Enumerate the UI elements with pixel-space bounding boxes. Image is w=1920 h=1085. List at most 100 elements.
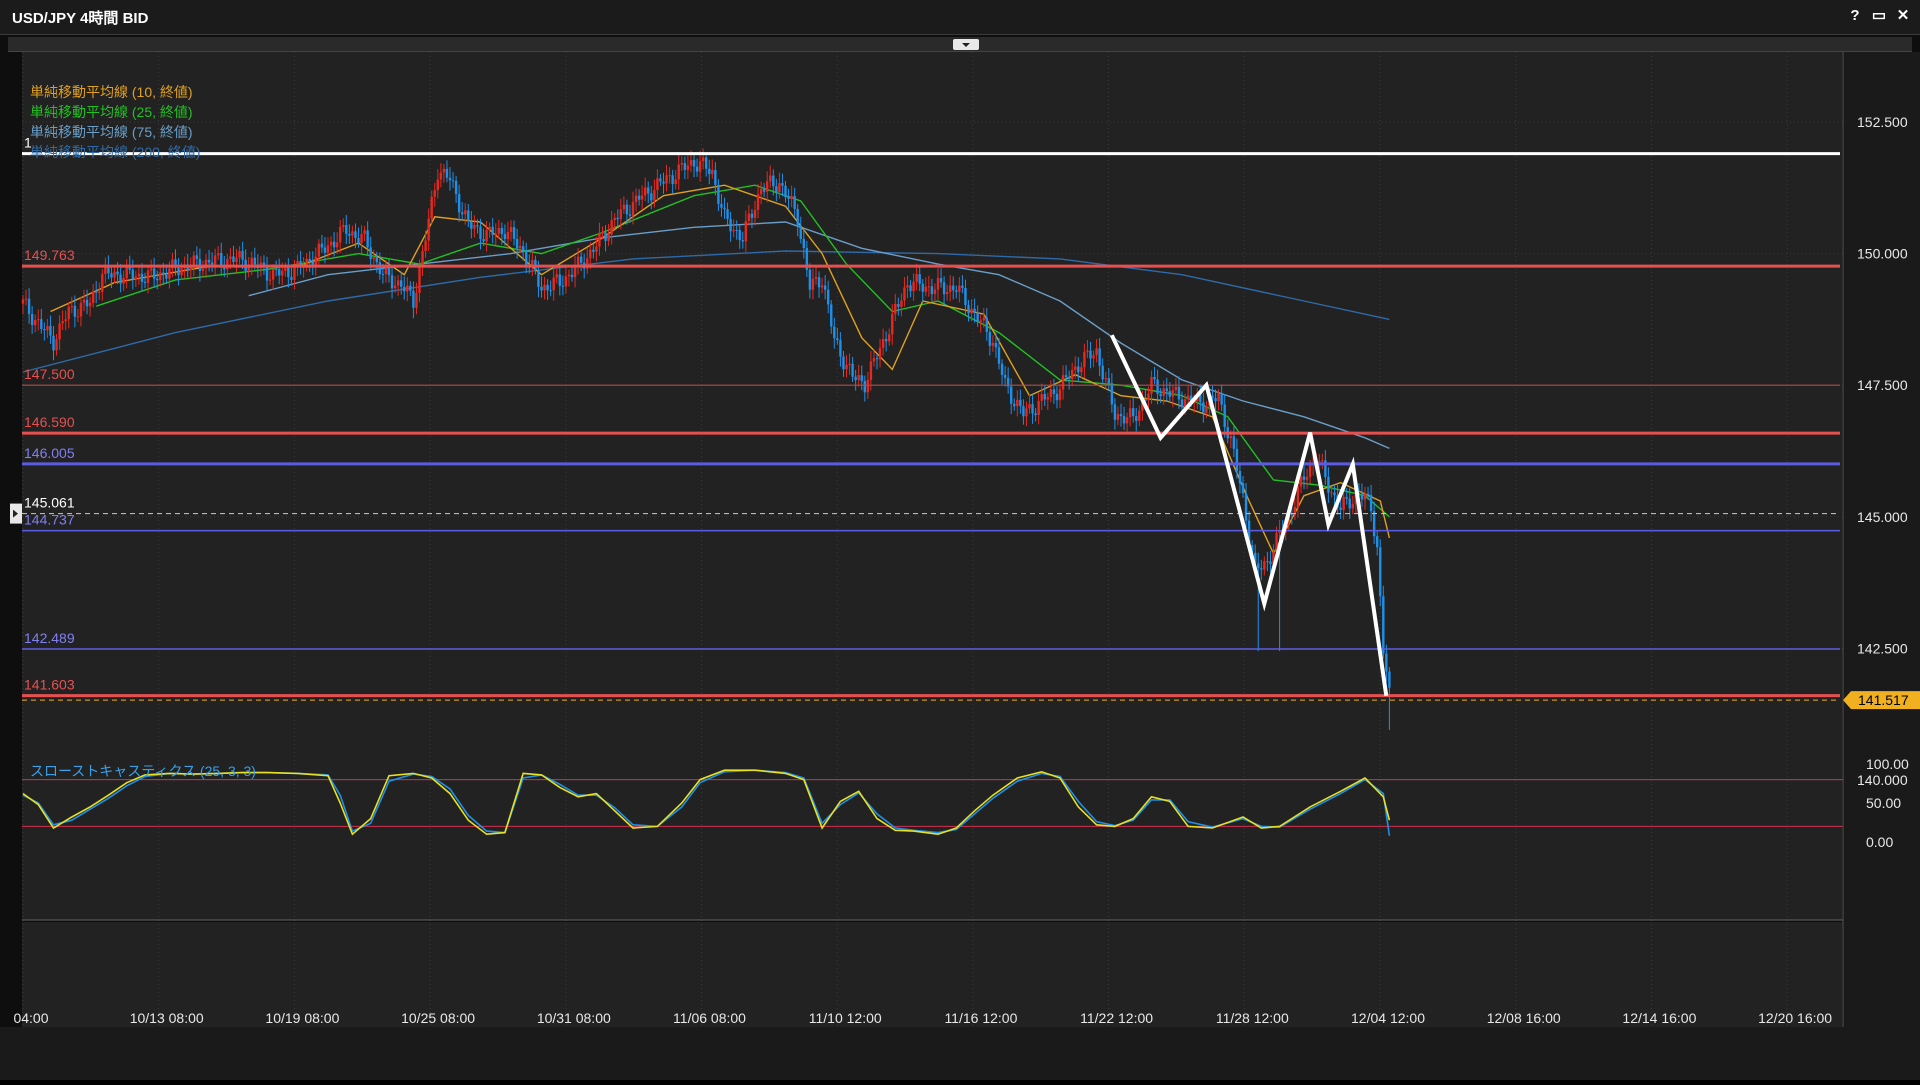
current-price-arrow-icon xyxy=(13,509,18,518)
candle-body xyxy=(384,266,388,275)
candle-body xyxy=(159,272,162,281)
candle-body xyxy=(381,273,385,275)
candle-body xyxy=(1385,653,1388,672)
candle-body xyxy=(1019,399,1022,407)
candle-body xyxy=(226,259,229,270)
candle-body xyxy=(421,251,424,267)
x-tick-label: 04:00 xyxy=(13,1010,48,1026)
candle-body xyxy=(1363,493,1367,500)
hline-label: 141.603 xyxy=(24,677,75,693)
candle-body xyxy=(515,238,519,249)
candle-body xyxy=(293,267,296,280)
candle-body xyxy=(1034,413,1037,415)
candle-body xyxy=(640,195,644,200)
candle-body xyxy=(271,268,275,280)
candle-body xyxy=(1327,477,1330,493)
x-tick-label: 11/10 12:00 xyxy=(809,1010,882,1026)
candle-body xyxy=(982,317,985,321)
candle-body xyxy=(1275,532,1278,552)
candle-body xyxy=(354,231,357,239)
x-tick-label: 10/25 08:00 xyxy=(401,1010,475,1026)
candle-body xyxy=(991,342,995,346)
candle-body xyxy=(814,277,818,279)
candle-body xyxy=(750,213,754,218)
candle-body xyxy=(43,329,46,331)
candle-body xyxy=(1074,366,1077,370)
candle-body xyxy=(85,299,89,307)
candle-body xyxy=(1321,460,1324,462)
x-tick-label: 10/13 08:00 xyxy=(130,1010,204,1026)
candle-body xyxy=(567,274,571,277)
legend-entry: 単純移動平均線 (25, 終値) xyxy=(30,104,193,120)
candle-body xyxy=(860,375,863,381)
candle-body xyxy=(555,274,558,278)
candle-body xyxy=(698,161,702,172)
candle-body xyxy=(823,285,827,290)
candle-body xyxy=(1263,561,1266,570)
candle-body xyxy=(775,186,778,193)
candle-body xyxy=(1199,394,1202,403)
candle-body xyxy=(915,274,918,282)
hline-label: 1 xyxy=(24,135,32,151)
candle-body xyxy=(119,274,122,284)
candle-body xyxy=(1147,393,1150,401)
stochastic-plot-background xyxy=(22,922,1842,1027)
candle-body xyxy=(52,335,55,351)
candle-body xyxy=(589,249,592,259)
axes: 04:00 10/13 08:00 10/19 08:00 10/25 08:00 10… xyxy=(13,52,1909,1027)
candle-body xyxy=(537,269,540,287)
candle-body xyxy=(174,259,177,268)
candle-body xyxy=(91,291,95,304)
candle-body xyxy=(668,175,671,177)
candle-body xyxy=(400,280,403,287)
candle-body xyxy=(933,289,937,295)
x-tick-label: 12/20 16:00 xyxy=(1758,1010,1832,1026)
sma75-line xyxy=(248,221,1390,450)
candle-body xyxy=(689,160,693,166)
candle-body xyxy=(1049,389,1053,398)
candle-body xyxy=(357,238,360,244)
candle-body xyxy=(372,257,375,260)
candle-body xyxy=(1043,394,1046,400)
candle-body xyxy=(546,284,549,291)
candle-body xyxy=(802,238,805,249)
candle-body xyxy=(418,266,421,293)
wave-pattern-drawing[interactable] xyxy=(1109,334,1389,697)
candle-body xyxy=(1000,363,1004,375)
candle-body xyxy=(1141,400,1144,411)
maximize-icon[interactable]: ▭ xyxy=(1871,7,1887,24)
candle-body xyxy=(884,339,888,342)
close-icon[interactable]: ✕ xyxy=(1896,7,1910,24)
candle-body xyxy=(415,292,418,308)
candle-body xyxy=(165,274,168,279)
candle-body xyxy=(1031,404,1034,414)
candle-body xyxy=(705,157,708,169)
candle-body xyxy=(671,175,674,185)
candle-body xyxy=(558,274,561,286)
chevron-down-icon[interactable] xyxy=(953,39,979,50)
candle-body xyxy=(1165,388,1168,392)
candle-body xyxy=(1345,496,1348,499)
candle-body xyxy=(793,196,796,209)
candle-body xyxy=(1116,414,1120,420)
candle-body xyxy=(464,210,467,215)
candle-body xyxy=(1144,400,1147,402)
candle-body xyxy=(1153,377,1156,380)
candle-body xyxy=(140,273,144,282)
candle-body xyxy=(1308,465,1312,477)
candle-body xyxy=(168,268,171,279)
candle-body xyxy=(433,190,436,197)
help-icon[interactable]: ? xyxy=(1850,7,1860,24)
candle-body xyxy=(1171,390,1175,397)
candle-body xyxy=(1132,408,1135,417)
candle-body xyxy=(427,218,430,241)
candle-body xyxy=(76,316,80,318)
candle-body xyxy=(714,169,717,185)
candle-body xyxy=(1168,391,1171,397)
candle-body xyxy=(369,247,372,260)
candle-body xyxy=(1333,492,1336,496)
candle-body xyxy=(162,272,165,275)
candle-body xyxy=(848,363,851,365)
candle-body xyxy=(647,187,650,194)
